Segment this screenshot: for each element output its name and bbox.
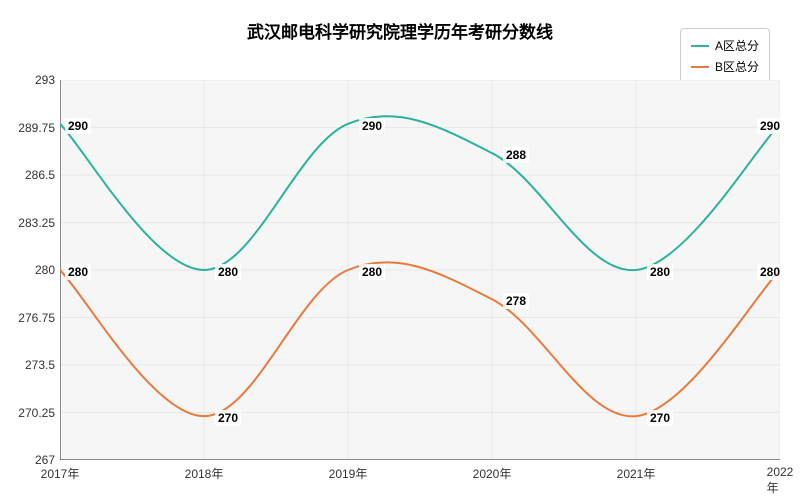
data-point-label: 270: [215, 410, 241, 426]
data-point-label: 280: [359, 264, 385, 280]
data-point-label: 288: [503, 147, 529, 163]
x-tick-label: 2018年: [185, 465, 224, 482]
data-point-label: 280: [757, 264, 783, 280]
data-point-label: 290: [757, 118, 783, 134]
x-tick-label: 2021年: [617, 465, 656, 482]
legend-label-a: A区总分: [715, 37, 759, 54]
data-point-label: 280: [215, 264, 241, 280]
x-tick-label: 2022年: [767, 465, 794, 496]
y-tick-label: 293: [5, 73, 55, 87]
legend-label-b: B区总分: [715, 58, 759, 75]
chart-container: 武汉邮电科学研究院理学历年考研分数线 A区总分 B区总分 267270.2527…: [0, 0, 800, 500]
y-tick-label: 283.25: [5, 216, 55, 230]
legend-item-b: B区总分: [691, 56, 759, 77]
y-tick-label: 270.25: [5, 406, 55, 420]
y-tick-label: 280: [5, 263, 55, 277]
y-tick-label: 273.5: [5, 358, 55, 372]
y-tick-label: 289.75: [5, 121, 55, 135]
legend-swatch-b: [691, 66, 709, 68]
data-point-label: 280: [647, 264, 673, 280]
legend-item-a: A区总分: [691, 35, 759, 56]
x-tick-label: 2017年: [41, 465, 80, 482]
x-tick-label: 2020年: [473, 465, 512, 482]
data-point-label: 278: [503, 293, 529, 309]
y-tick-label: 276.75: [5, 311, 55, 325]
legend-swatch-a: [691, 45, 709, 47]
data-point-label: 290: [359, 118, 385, 134]
x-tick-label: 2019年: [329, 465, 368, 482]
data-point-label: 270: [647, 410, 673, 426]
y-tick-label: 286.5: [5, 168, 55, 182]
data-point-label: 280: [65, 264, 91, 280]
legend: A区总分 B区总分: [680, 28, 770, 84]
chart-title: 武汉邮电科学研究院理学历年考研分数线: [247, 18, 553, 43]
data-point-label: 290: [65, 118, 91, 134]
